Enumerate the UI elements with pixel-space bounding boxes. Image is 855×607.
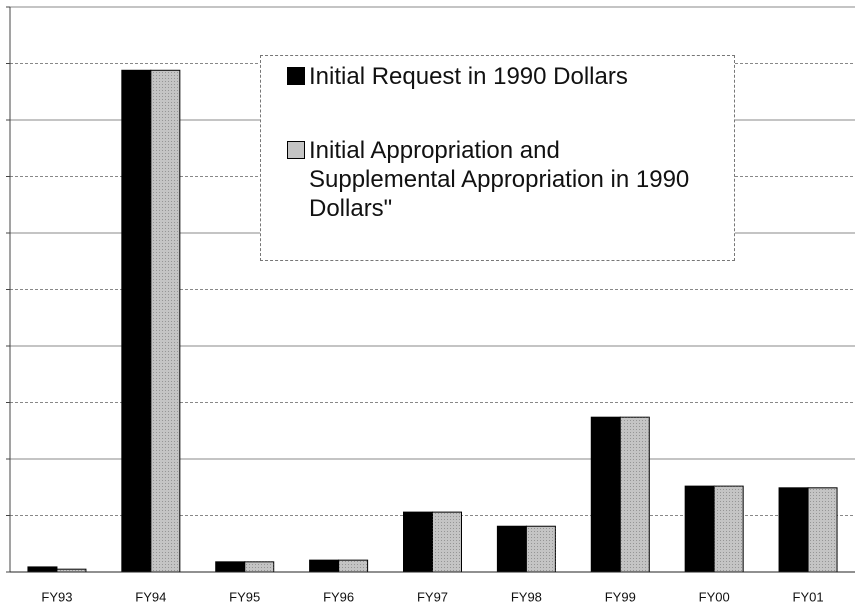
bar-texture — [432, 512, 462, 572]
bar — [684, 485, 715, 573]
bar-texture — [714, 486, 744, 572]
bar-texture — [808, 487, 838, 572]
bar-texture — [526, 526, 556, 572]
bar — [215, 561, 246, 573]
legend-swatch — [287, 67, 305, 85]
x-tick-label: FY01 — [793, 589, 824, 604]
bar-texture — [244, 561, 274, 572]
legend-label: Initial Request in 1990 Dollars — [309, 63, 628, 90]
legend-entry: Initial Appropriation and Supplemental A… — [287, 136, 724, 223]
bar-texture — [338, 560, 368, 572]
bar — [27, 566, 58, 573]
bar — [403, 511, 433, 573]
x-tick-label: FY94 — [135, 589, 166, 604]
bar-texture — [620, 417, 650, 572]
legend: Initial Request in 1990 Dollars Initial A… — [260, 55, 735, 261]
bar-texture — [150, 70, 180, 572]
bar — [309, 559, 340, 573]
legend-label: Initial Appropriation and Supplemental A… — [309, 137, 690, 222]
x-tick-label: FY98 — [511, 589, 542, 604]
bar — [121, 69, 152, 573]
bar — [778, 487, 809, 573]
x-tick-label: FY00 — [699, 589, 730, 604]
x-tick-label: FY99 — [605, 589, 636, 604]
bar — [590, 416, 621, 573]
legend-entry: Initial Request in 1990 Dollars — [287, 62, 724, 91]
legend-swatch — [287, 141, 305, 159]
bar — [496, 525, 527, 573]
bar-texture — [56, 569, 86, 572]
x-tick-label: FY97 — [417, 589, 448, 604]
x-tick-label: FY93 — [41, 589, 72, 604]
x-tick-label: FY96 — [323, 589, 354, 604]
x-tick-label: FY95 — [229, 589, 260, 604]
